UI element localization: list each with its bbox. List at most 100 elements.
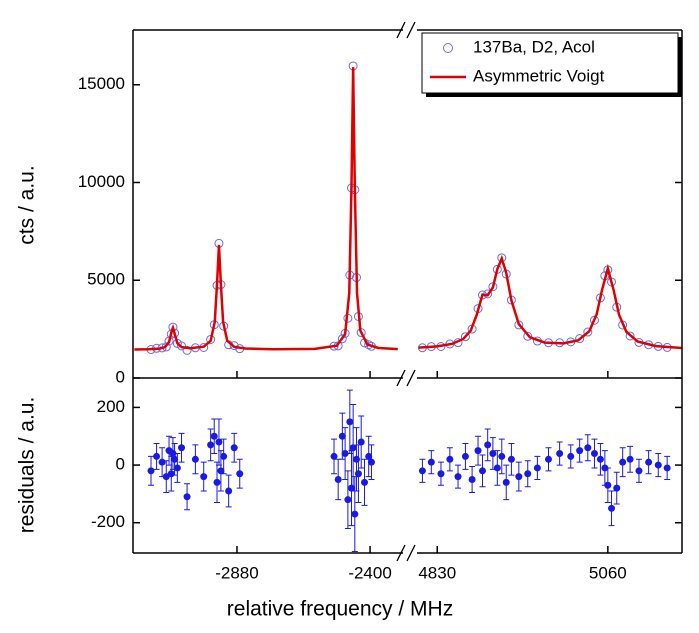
residual-point	[352, 455, 360, 463]
data-point	[177, 341, 187, 351]
y-tick-label: 200	[97, 397, 125, 416]
residual-point	[502, 478, 510, 486]
residual-point	[338, 432, 346, 440]
x-tick-label: -2400	[348, 563, 391, 582]
residual-point	[365, 452, 373, 460]
y-axis-title: residuals / a.u.	[16, 397, 39, 534]
residual-point	[153, 452, 161, 460]
data-point	[229, 341, 239, 351]
residual-point	[178, 444, 186, 452]
residual-point	[590, 450, 598, 458]
residual-point	[498, 452, 506, 460]
residual-point	[230, 444, 238, 452]
residual-point	[344, 496, 352, 504]
axis-line	[396, 369, 406, 387]
x-tick-label: 5060	[589, 563, 627, 582]
residual-point	[147, 467, 155, 475]
y-tick-label: 0	[116, 455, 125, 474]
residual-point	[171, 455, 179, 463]
residual-point	[461, 452, 469, 460]
axis-line	[406, 544, 416, 562]
residual-point	[608, 504, 616, 512]
residual-point	[367, 458, 375, 466]
residual-point	[334, 475, 342, 483]
y-tick-label: 0	[116, 367, 125, 386]
y-tick-label: -200	[91, 512, 125, 531]
y-tick-label: 15000	[78, 74, 125, 93]
residual-point	[349, 444, 357, 452]
axis-line	[406, 369, 416, 387]
residual-point	[484, 441, 492, 449]
fit-line	[134, 67, 682, 351]
axis-line	[396, 544, 406, 562]
residual-point	[330, 452, 338, 460]
residual-point	[596, 455, 604, 463]
residual-point	[418, 467, 426, 475]
residual-point	[341, 450, 349, 458]
residual-point	[346, 418, 354, 426]
y-axis-title: cts / a.u.	[16, 165, 39, 244]
residual-point	[446, 455, 454, 463]
residual-point	[215, 438, 223, 446]
residual-point	[645, 458, 653, 466]
residual-point	[210, 432, 218, 440]
residual-point	[454, 473, 462, 481]
residual-point	[361, 478, 369, 486]
residual-point	[635, 467, 643, 475]
residual-point	[654, 461, 662, 469]
residual-point	[478, 467, 486, 475]
residual-point	[507, 455, 515, 463]
legend-label: 137Ba, D2, Acol	[473, 37, 595, 56]
residual-point	[357, 438, 365, 446]
data-point	[182, 345, 192, 355]
residual-point	[663, 464, 671, 472]
residual-point	[556, 450, 564, 458]
residual-point	[474, 447, 482, 455]
residual-point	[167, 470, 175, 478]
residual-point	[468, 475, 476, 483]
residual-point	[604, 481, 612, 489]
y-tick-label: 10000	[78, 172, 125, 191]
residual-point	[619, 458, 627, 466]
residual-point	[183, 493, 191, 501]
x-tick-label: 4830	[418, 563, 456, 582]
residual-point	[489, 450, 497, 458]
residual-point	[158, 458, 166, 466]
data-point	[575, 334, 585, 344]
residual-point	[567, 452, 575, 460]
residual-point	[354, 470, 362, 478]
legend-label: Asymmetric Voigt	[473, 66, 605, 85]
residual-point	[351, 510, 359, 518]
data-point	[460, 332, 470, 342]
residual-point	[207, 441, 215, 449]
data-point	[625, 331, 635, 341]
residual-point	[200, 473, 208, 481]
residual-point	[626, 455, 634, 463]
axis-line	[396, 21, 406, 39]
data-point	[583, 327, 593, 337]
residual-point	[217, 467, 225, 475]
residual-point	[213, 478, 221, 486]
residual-point	[533, 464, 541, 472]
residual-point	[427, 458, 435, 466]
data-point	[364, 340, 374, 350]
residual-point	[576, 447, 584, 455]
legend-swatch	[443, 43, 453, 53]
residual-point	[236, 470, 244, 478]
residual-point	[613, 484, 621, 492]
axis-line	[406, 21, 416, 39]
residual-point	[524, 470, 532, 478]
residual-point	[225, 487, 233, 495]
x-axis-title: relative frequency / MHz	[227, 598, 453, 621]
residual-point	[515, 473, 523, 481]
data-point	[337, 334, 347, 344]
y-tick-label: 5000	[87, 270, 125, 289]
residual-point	[493, 464, 501, 472]
x-tick-label: -2880	[215, 563, 258, 582]
residual-point	[220, 452, 228, 460]
residual-point	[545, 455, 552, 463]
residual-point	[584, 444, 592, 452]
residual-point	[437, 470, 445, 478]
data-point	[523, 331, 533, 341]
